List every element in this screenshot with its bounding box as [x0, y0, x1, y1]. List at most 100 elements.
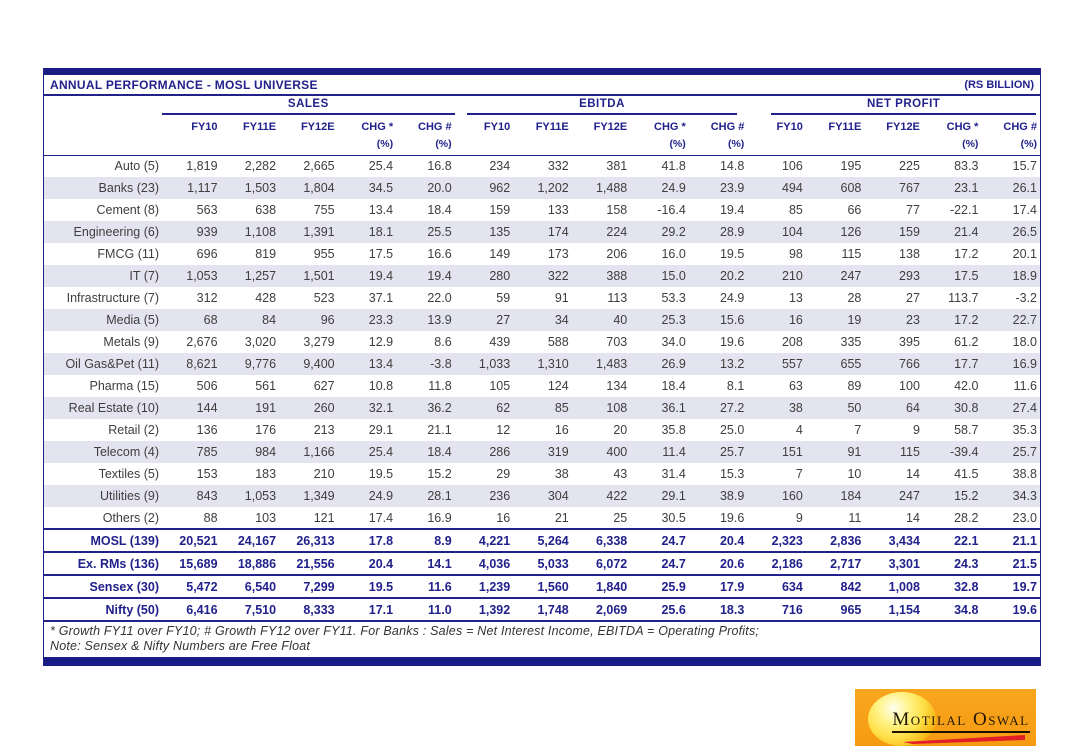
- cell-net_profit-fy10: 4: [795, 423, 803, 437]
- cell-sales-fy12e: 96: [279, 309, 338, 331]
- empty-cell: [279, 135, 338, 156]
- cell-sales-fy12e: 627: [313, 379, 335, 393]
- cell-sales-chg1: 23.3: [337, 309, 397, 331]
- cell-ebitda-chg1: 31.4: [661, 467, 686, 481]
- cell-ebitda-fy10: 16: [496, 510, 511, 525]
- empty-cell: [162, 135, 221, 156]
- cell-net_profit-fy10: 106: [781, 159, 803, 174]
- cell-net_profit-fy12e: 225: [899, 159, 920, 174]
- cell-net_profit-chg2: 18.9: [981, 265, 1040, 287]
- col-sales-fy12e: FY12E: [300, 121, 335, 133]
- cell-net_profit-fy10: 2,186: [747, 551, 806, 575]
- cell-ebitda-fy11e: 124: [547, 379, 569, 393]
- cell-net_profit-fy12e: 395: [899, 335, 920, 349]
- cell-ebitda-chg2: 25.7: [688, 441, 748, 463]
- cell-net_profit-fy10: 716: [747, 597, 806, 622]
- cell-ebitda-chg2: 15.3: [719, 467, 745, 481]
- cell-ebitda-chg2: 20.2: [688, 265, 748, 287]
- cell-net_profit-chg1: 32.8: [922, 574, 982, 598]
- cell-net_profit-chg1: 42.0: [954, 379, 979, 393]
- cell-ebitda-chg1: -16.4: [657, 203, 686, 217]
- cell-net_profit-fy11e: 7: [854, 423, 862, 437]
- cell-sales-chg2: 13.9: [396, 309, 455, 331]
- cell-ebitda-chg2: 19.5: [719, 247, 745, 261]
- annual-performance-table: ANNUAL PERFORMANCE - MOSL UNIVERSE (RS B…: [43, 68, 1041, 666]
- cell-ebitda-fy10: 439: [489, 335, 511, 349]
- cell-ebitda-fy12e: 388: [571, 265, 631, 287]
- cell-net_profit-chg2: 18.0: [1012, 335, 1037, 349]
- col-sales-fy10: FY10: [191, 121, 218, 133]
- summary-row: MOSL (139) 20,521 24,167 26,313 17.8 8.9 4,221…: [44, 528, 1040, 552]
- cell-sales-chg2: 18.4: [427, 203, 452, 217]
- cell-ebitda-fy12e: 158: [606, 203, 628, 217]
- cell-net_profit-fy11e: 842: [805, 574, 865, 598]
- cell-sales-fy11e: 1,108: [220, 221, 280, 243]
- cell-sales-fy10: 144: [162, 397, 221, 419]
- cell-sales-chg1: 13.4: [337, 353, 397, 375]
- cell-sales-fy10: 1,117: [162, 177, 221, 199]
- cell-ebitda-fy10: 62: [454, 397, 514, 419]
- cell-net_profit-fy12e: 159: [864, 221, 923, 243]
- cell-ebitda-fy10: 1,392: [454, 597, 514, 622]
- col-ebitda-fy12e: FY12E: [593, 121, 628, 133]
- cell-ebitda-fy10: 286: [454, 441, 514, 463]
- cell-net_profit-fy11e: 11: [848, 510, 862, 525]
- cell-ebitda-chg2: 25.0: [719, 423, 745, 437]
- cell-ebitda-chg2: 8.1: [726, 379, 745, 393]
- cell-ebitda-chg1: 29.2: [630, 221, 689, 243]
- cell-net_profit-fy10: 151: [747, 441, 806, 463]
- col-np-chg1: CHG *: [946, 121, 979, 133]
- cell-ebitda-chg2: 19.6: [719, 510, 745, 525]
- logo-brand-text: Motilal Oswal: [892, 709, 1030, 733]
- cell-ebitda-fy12e: 6,072: [571, 551, 631, 575]
- empty-cell: [571, 135, 631, 156]
- cell-sales-chg2: 25.5: [396, 221, 455, 243]
- cell-sales-fy11e: 6,540: [220, 574, 280, 598]
- cell-sales-fy12e: 523: [313, 291, 335, 305]
- col-sales-chg1: CHG *: [361, 121, 394, 133]
- cell-sales-fy12e: 7,299: [279, 574, 338, 598]
- cell-net_profit-fy11e: 2,836: [805, 528, 865, 552]
- cell-net_profit-fy10: 7: [795, 467, 803, 481]
- subheader-row: (%) (%) (%) (%) (%) (%): [44, 135, 1040, 156]
- footnote: * Growth FY11 over FY10; # Growth FY12 o…: [44, 622, 1040, 657]
- cell-ebitda-fy10: 59: [496, 291, 511, 305]
- cell-ebitda-fy11e: 1,310: [513, 353, 572, 375]
- empty-corner: [44, 135, 162, 156]
- cell-net_profit-fy12e: 766: [864, 353, 923, 375]
- cell-net_profit-fy11e: 2,717: [805, 551, 865, 575]
- cell-sales-chg1: 25.4: [368, 159, 394, 174]
- cell-ebitda-fy11e: 21: [554, 510, 569, 525]
- empty-cell: [513, 135, 572, 156]
- cell-net_profit-chg1: 61.2: [954, 335, 979, 349]
- summary-row: Sensex (30) 5,472 6,540 7,299 19.5 11.6 1,239 1…: [44, 574, 1040, 598]
- cell-net_profit-chg2: 38.8: [1012, 467, 1037, 481]
- cell-sales-fy11e: 561: [255, 379, 277, 393]
- col-ebitda-fy11e: FY11E: [535, 121, 569, 133]
- row-label: Auto (5): [114, 159, 159, 174]
- cell-sales-fy10: 939: [162, 221, 221, 243]
- cell-net_profit-chg1: 113.7: [948, 291, 979, 305]
- cell-ebitda-chg1: 29.1: [630, 485, 689, 507]
- cell-net_profit-fy12e: 9: [912, 423, 920, 437]
- cell-ebitda-fy12e: 20: [613, 423, 628, 437]
- cell-sales-fy11e: 984: [220, 441, 280, 463]
- cell-net_profit-chg1: -39.4: [922, 441, 982, 463]
- cell-net_profit-fy11e: 10: [847, 467, 862, 481]
- cell-ebitda-fy10: 1,239: [454, 574, 514, 598]
- cell-sales-fy10: 1,819: [186, 159, 218, 174]
- page-title: ANNUAL PERFORMANCE - MOSL UNIVERSE: [50, 78, 318, 92]
- group-sales-label: SALES: [162, 98, 455, 115]
- cell-ebitda-chg2: 20.6: [688, 551, 748, 575]
- cell-sales-fy11e: 24,167: [220, 528, 280, 552]
- pct-np-1: (%): [922, 135, 982, 156]
- cell-sales-fy12e: 1,166: [279, 441, 338, 463]
- cell-ebitda-chg1: 26.9: [630, 353, 689, 375]
- cell-ebitda-fy12e: 224: [571, 221, 631, 243]
- cell-net_profit-chg2: 19.7: [981, 574, 1040, 598]
- column-header-row: FY10 FY11E FY12E CHG * CHG # FY10 FY11E …: [44, 115, 1040, 135]
- cell-sales-fy11e: 176: [255, 423, 277, 437]
- cell-net_profit-chg1: 17.5: [922, 265, 982, 287]
- cell-net_profit-fy12e: 247: [864, 485, 923, 507]
- cell-ebitda-fy12e: 2,069: [571, 597, 631, 622]
